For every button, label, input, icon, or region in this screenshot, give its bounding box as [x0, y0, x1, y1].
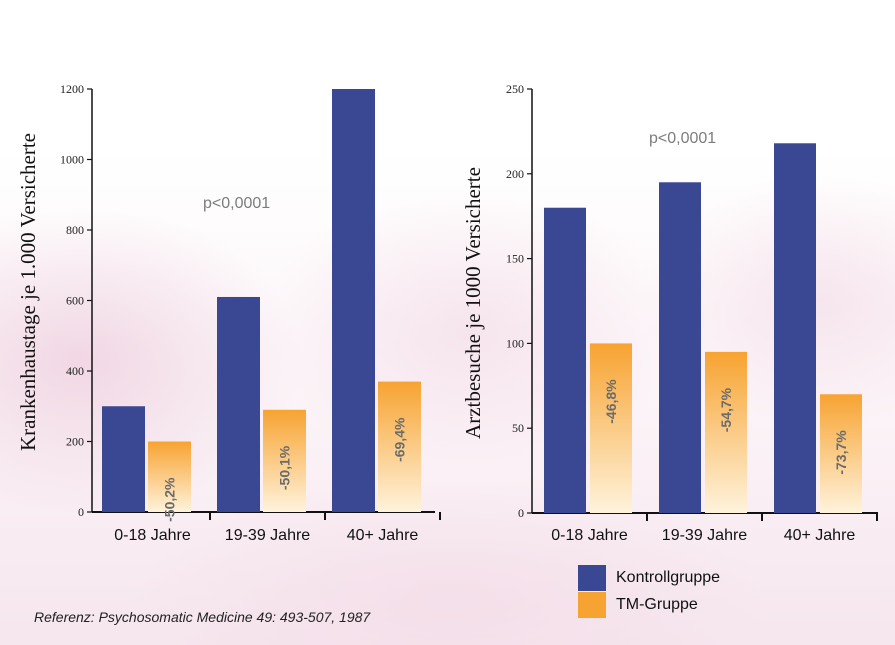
y-tick-label: 200	[66, 435, 84, 449]
bar-reduction-label: -50,2%	[162, 477, 178, 522]
y-tick-label: 50	[512, 421, 524, 435]
y-tick-label: 600	[66, 294, 84, 308]
bar-tm-gruppe	[263, 409, 306, 512]
reference-text: Referenz: Psychosomatic Medicine 49: 493…	[34, 609, 371, 625]
y-tick-label: 100	[506, 336, 524, 350]
bar-kontrollgruppe	[217, 296, 260, 512]
legend-swatch-tm-gruppe	[578, 591, 606, 618]
bar-tm-gruppe	[590, 343, 632, 513]
bar-kontrollgruppe	[774, 143, 816, 513]
y-tick-label: 0	[518, 506, 524, 520]
bar-kontrollgruppe	[659, 182, 701, 513]
legend-item-tm-gruppe: TM-Gruppe	[578, 591, 720, 618]
legend-label-kontrollgruppe: Kontrollgruppe	[616, 568, 721, 586]
y-tick-label: 150	[506, 252, 524, 266]
p-value-annotation: p<0,0001	[649, 130, 716, 147]
y-axis-title: Krankenhaustage je 1.000 Versicherte	[16, 133, 40, 451]
category-label: 40+ Jahre	[784, 527, 856, 544]
bar-reduction-label: -50,1%	[277, 445, 293, 490]
category-label: 19-39 Jahre	[662, 527, 747, 544]
y-tick-label: 250	[506, 82, 524, 96]
bar-tm-gruppe	[148, 441, 191, 512]
category-label: 40+ Jahre	[347, 527, 419, 544]
bar-kontrollgruppe	[332, 89, 375, 512]
legend: Kontrollgruppe TM-Gruppe	[578, 564, 720, 618]
chart-krankenhaustage: 0 200 400 600 800 1000 1200 -50,2% 0-18 Jahre -50…	[16, 82, 441, 544]
category-label: 0-18 Jahre	[114, 527, 191, 544]
legend-label-tm-gruppe: TM-Gruppe	[616, 595, 698, 613]
bar-reduction-label: -54,7%	[718, 387, 734, 432]
chart-arztbesuche: 0 50 100 150 200 250 -46,8% 0-18 Jahre -54,7% 19-…	[461, 82, 878, 544]
bar-kontrollgruppe	[544, 207, 586, 513]
category-label: 19-39 Jahre	[225, 527, 310, 544]
bar-reduction-label: -73,7%	[833, 430, 849, 475]
bar-tm-gruppe	[705, 351, 747, 513]
y-tick-label: 400	[66, 364, 84, 378]
bar-tm-gruppe	[820, 394, 862, 513]
y-tick-label: 1000	[60, 153, 84, 167]
y-tick-label: 200	[506, 167, 524, 181]
y-tick-label: 800	[66, 223, 84, 237]
legend-item-kontrollgruppe: Kontrollgruppe	[578, 564, 720, 591]
p-value-annotation: p<0,0001	[203, 195, 270, 212]
y-axis-title: Arztbesuche je 1000 Versicherte	[461, 167, 485, 439]
y-tick-label: 0	[78, 505, 84, 519]
category-label: 0-18 Jahre	[551, 527, 628, 544]
y-tick-label: 1200	[60, 82, 84, 96]
bar-tm-gruppe	[378, 381, 421, 512]
bar-kontrollgruppe	[102, 406, 145, 512]
legend-swatch-kontrollgruppe	[578, 564, 606, 591]
bar-reduction-label: -69,4%	[392, 417, 408, 462]
bar-reduction-label: -46,8%	[603, 379, 619, 424]
